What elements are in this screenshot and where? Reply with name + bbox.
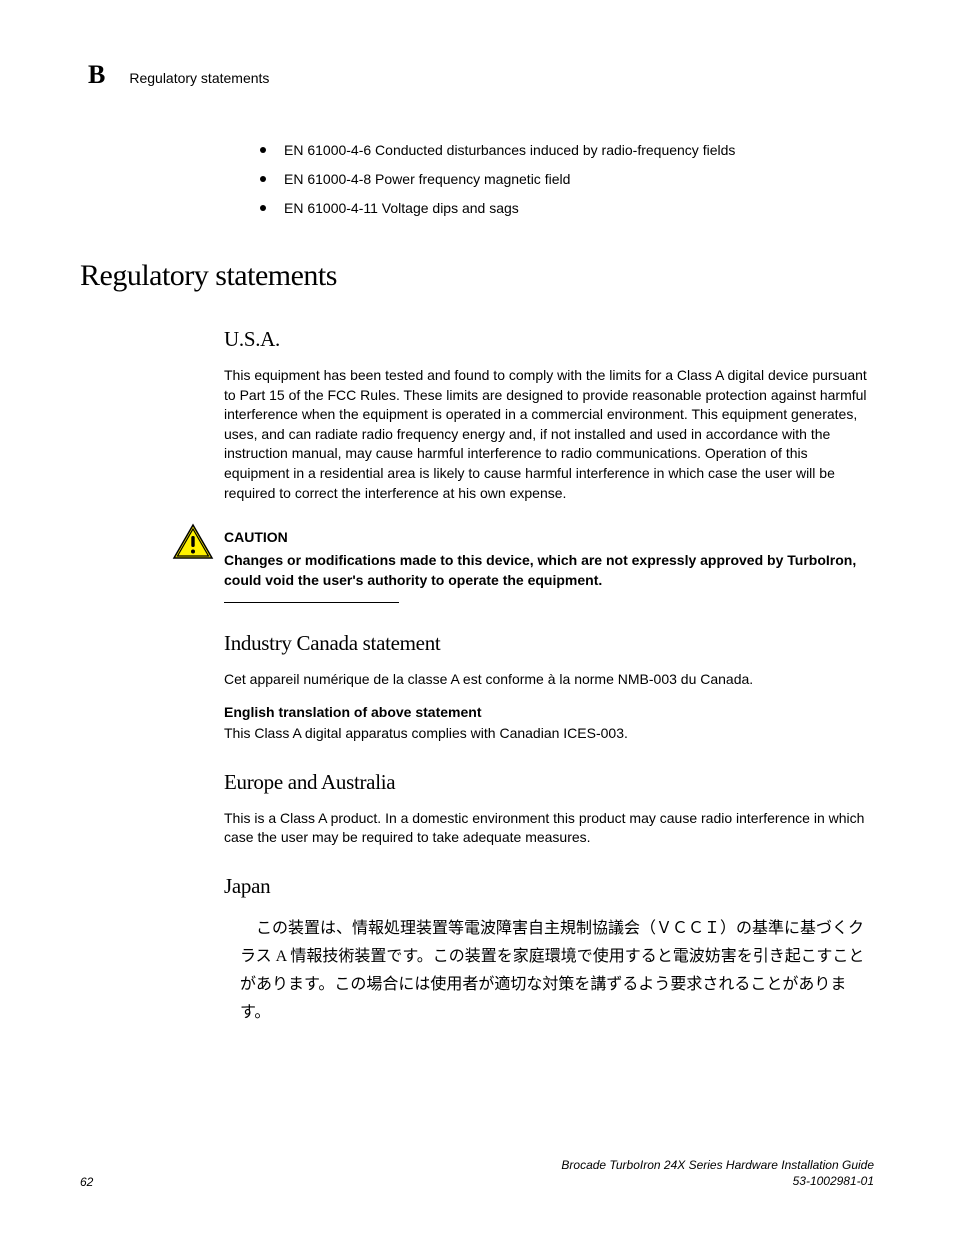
japan-section: Japan この装置は、情報処理装置等電波障害自主規制協議会（ＶＣＣＩ）の基準に… bbox=[224, 874, 874, 1027]
usa-heading: U.S.A. bbox=[224, 327, 874, 352]
canada-body: Cet appareil numérique de la classe A es… bbox=[224, 670, 874, 690]
list-item: EN 61000-4-6 Conducted disturbances indu… bbox=[260, 140, 874, 161]
europe-section: Europe and Australia This is a Class A p… bbox=[224, 770, 874, 848]
page-number: 62 bbox=[80, 1175, 93, 1189]
canada-sub-label: English translation of above statement bbox=[224, 704, 874, 720]
bullet-text: EN 61000-4-11 Voltage dips and sags bbox=[284, 198, 519, 219]
europe-body: This is a Class A product. In a domestic… bbox=[224, 809, 874, 848]
bullet-icon bbox=[260, 176, 266, 182]
japan-body: この装置は、情報処理装置等電波障害自主規制協議会（ＶＣＣＩ）の基準に基づくクラス… bbox=[240, 915, 874, 1027]
warning-triangle-icon bbox=[172, 523, 214, 566]
canada-heading: Industry Canada statement bbox=[224, 631, 874, 656]
header-section-title: Regulatory statements bbox=[129, 70, 269, 86]
usa-body: This equipment has been tested and found… bbox=[224, 366, 874, 503]
japan-heading: Japan bbox=[224, 874, 874, 899]
bullet-text: EN 61000-4-6 Conducted disturbances indu… bbox=[284, 140, 735, 161]
appendix-letter: B bbox=[88, 60, 105, 90]
bullet-icon bbox=[260, 147, 266, 153]
canada-sub-body: This Class A digital apparatus complies … bbox=[224, 724, 874, 744]
page-header: B Regulatory statements bbox=[88, 60, 874, 90]
list-item: EN 61000-4-11 Voltage dips and sags bbox=[260, 198, 874, 219]
bullet-icon bbox=[260, 205, 266, 211]
europe-heading: Europe and Australia bbox=[224, 770, 874, 795]
caution-label: CAUTION bbox=[224, 529, 874, 545]
bullet-text: EN 61000-4-8 Power frequency magnetic fi… bbox=[284, 169, 570, 190]
footer-doc-number: 53-1002981-01 bbox=[561, 1173, 874, 1189]
caution-block: CAUTION Changes or modifications made to… bbox=[172, 529, 874, 603]
canada-section: Industry Canada statement Cet appareil n… bbox=[224, 631, 874, 743]
standards-bullet-list: EN 61000-4-6 Conducted disturbances indu… bbox=[260, 140, 874, 219]
caution-text: Changes or modifications made to this de… bbox=[224, 551, 874, 600]
list-item: EN 61000-4-8 Power frequency magnetic fi… bbox=[260, 169, 874, 190]
main-heading: Regulatory statements bbox=[80, 259, 874, 293]
usa-section: U.S.A. This equipment has been tested an… bbox=[224, 327, 874, 503]
caution-divider bbox=[224, 602, 399, 603]
footer-guide-title: Brocade TurboIron 24X Series Hardware In… bbox=[561, 1157, 874, 1173]
page-footer: 62 Brocade TurboIron 24X Series Hardware… bbox=[80, 1157, 874, 1189]
